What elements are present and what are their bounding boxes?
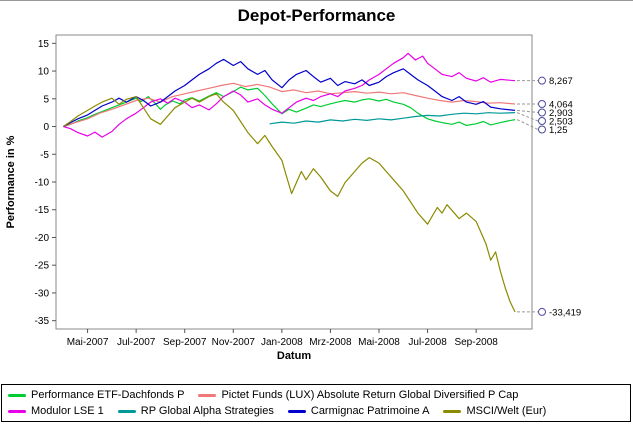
end-marker-circle	[538, 99, 546, 108]
series-line-2	[63, 52, 516, 138]
x-tick-label: Mai-2008	[358, 337, 400, 348]
end-value-label: 2,903	[549, 108, 573, 119]
plot-border	[55, 34, 533, 330]
y-tick-label: -35	[35, 316, 50, 327]
y-tick-label: 5	[43, 94, 49, 105]
y-axis-label: Performance in %	[5, 135, 17, 228]
legend-swatch	[8, 409, 26, 413]
series-line-5	[62, 93, 516, 313]
legend-label: RP Global Alpha Strategies	[140, 405, 274, 417]
x-tick-label: Sep-2008	[454, 337, 498, 348]
x-tick-label: Sep-2007	[163, 337, 207, 348]
y-tick-label: 0	[43, 122, 49, 133]
end-value-label: 1,25	[549, 125, 568, 136]
y-tick-label: -5	[40, 150, 49, 161]
y-tick-label: -30	[35, 288, 50, 299]
x-tick-label: Jan-2008	[261, 337, 303, 348]
x-tick-label: Mai-2007	[67, 337, 109, 348]
y-tick-label: -10	[35, 178, 50, 189]
legend-item-5: MSCI/Welt (Eur)	[443, 405, 546, 417]
legend-item-4: Carmignac Patrimoine A	[287, 405, 430, 417]
y-tick-label: 10	[38, 67, 50, 78]
legend-item-1: Pictet Funds (LUX) Absolute Return Globa…	[198, 389, 518, 401]
end-marker-circle	[538, 125, 546, 134]
end-leader-line	[516, 119, 539, 130]
end-value-label: -33,419	[549, 307, 581, 318]
y-tick-label: -25	[35, 261, 50, 272]
x-axis-label: Datum	[277, 350, 311, 362]
x-tick-label: Mrz-2008	[309, 337, 352, 348]
end-marker-circle	[538, 76, 546, 85]
end-value-label: 4,064	[549, 99, 573, 110]
legend-item-0: Performance ETF-Dachfonds P	[8, 389, 184, 401]
x-tick-label: Jul-2007	[117, 337, 156, 348]
legend-label: Performance ETF-Dachfonds P	[31, 389, 185, 401]
legend-swatch	[443, 409, 462, 413]
end-marker-circle	[538, 307, 546, 316]
series-line-3	[269, 112, 516, 125]
y-tick-label: -15	[35, 205, 50, 216]
x-tick-label: Jul-2008	[408, 337, 447, 348]
legend-label: Pictet Funds (LUX) Absolute Return Globa…	[221, 389, 519, 401]
y-tick-label: 15	[38, 39, 50, 50]
end-leader-line	[516, 112, 539, 122]
legend-label: Carmignac Patrimoine A	[310, 405, 430, 417]
end-marker-circle	[538, 108, 546, 117]
legend-item-2: Modulor LSE 1	[8, 405, 104, 417]
x-tick-label: Nov-2007	[212, 337, 256, 348]
legend-swatch	[287, 409, 306, 413]
end-value-label: 2,503	[549, 116, 573, 127]
chart-plot: 15 10 5 0 -5 -10 -15 -20 -25 -30 -35 Mai-2007 Jul-20…	[5, 34, 581, 362]
chart-title: Depot-Performance	[237, 6, 396, 25]
end-leader-line	[516, 109, 539, 113]
legend-item-3: RP Global Alpha Strategies	[117, 405, 274, 417]
end-marker-circle	[538, 116, 546, 125]
legend-swatch	[117, 409, 136, 413]
chart-legend: Performance ETF-Dachfonds P Pictet Funds …	[1, 384, 631, 422]
legend-swatch	[198, 393, 217, 397]
series-line-4	[63, 58, 516, 128]
end-value-label: 8,267	[549, 76, 573, 87]
legend-label: Modulor LSE 1	[31, 405, 104, 417]
y-tick-label: -20	[35, 233, 50, 244]
legend-swatch	[8, 393, 26, 397]
legend-label: MSCI/Welt (Eur)	[466, 405, 547, 417]
